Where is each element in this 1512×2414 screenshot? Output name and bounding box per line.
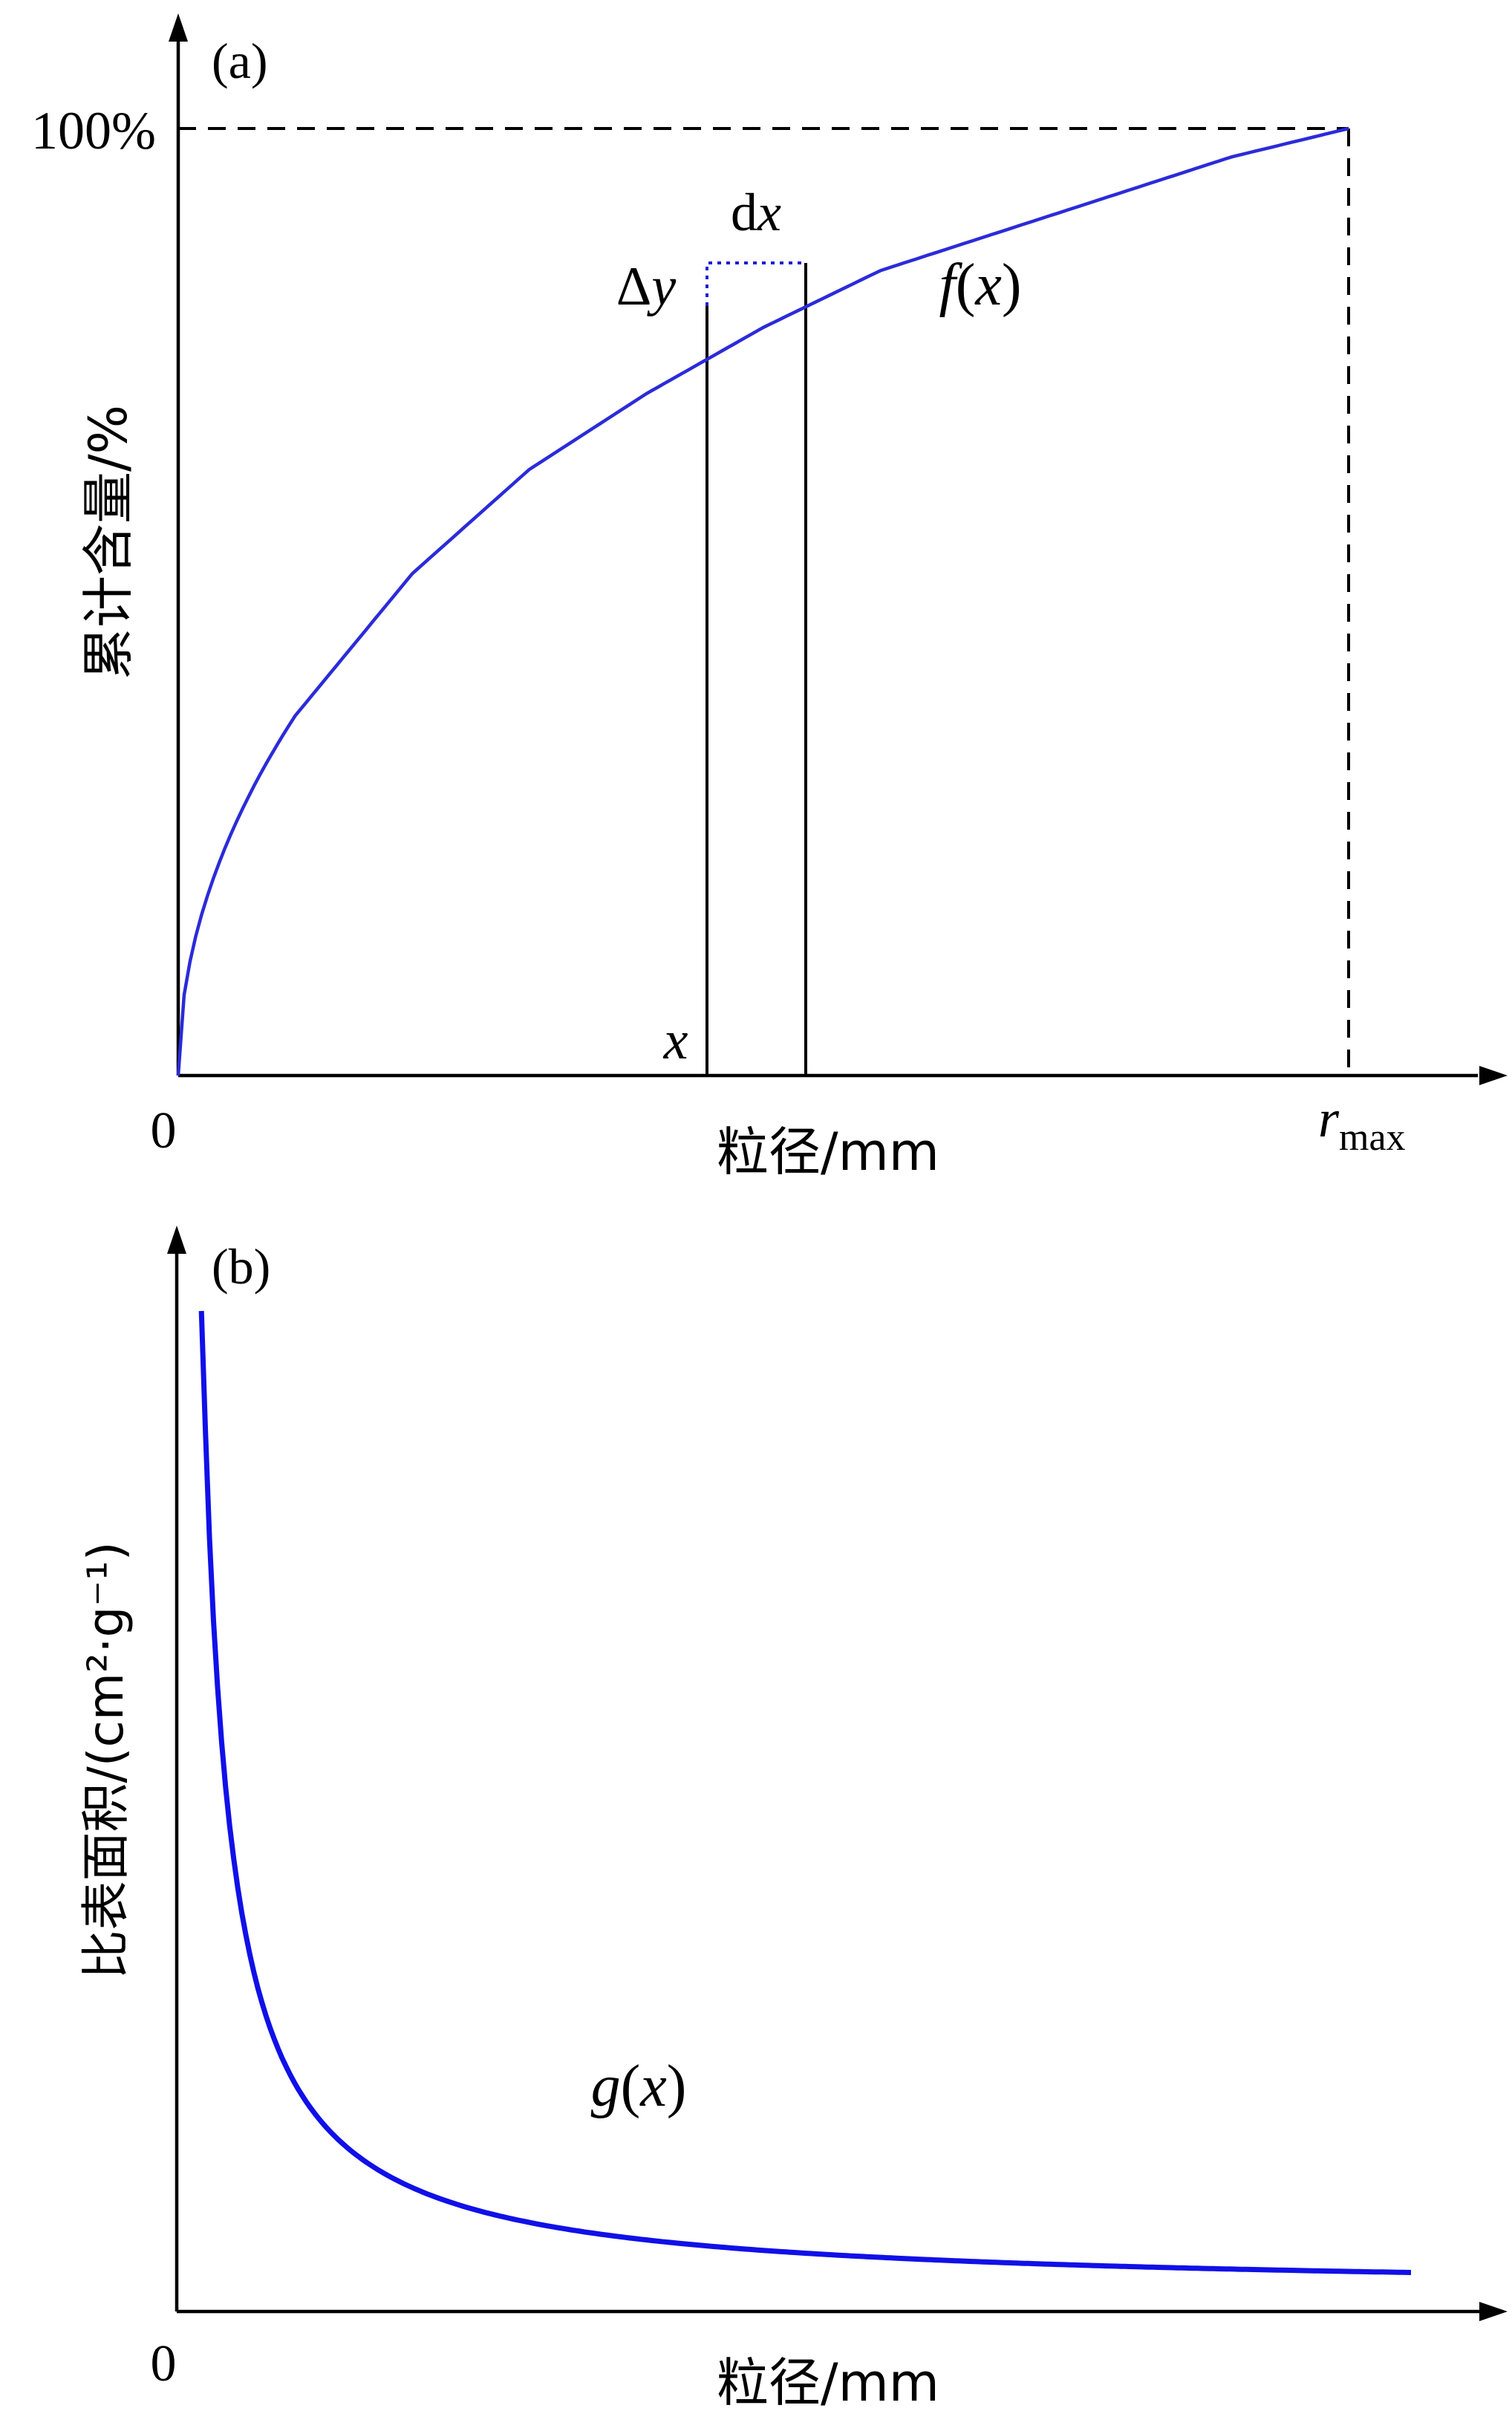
panel-a-annotation-x: x xyxy=(663,1010,688,1071)
panel-a-strip-step xyxy=(706,261,806,306)
panel-a-label: (a) xyxy=(212,33,267,89)
panel-a-curve-label: f(x) xyxy=(939,253,1021,318)
panel-a-y-axis-title: 累计含量/% xyxy=(78,405,139,680)
panel-a-annotation-dx: dx xyxy=(731,183,781,242)
panel-b-origin-label: 0 xyxy=(151,2335,177,2392)
panel-b: (b) 0 g(x) 粒径/mm 比表面积/(cm²·g⁻¹) xyxy=(77,1226,1508,2413)
panel-a-annotation-dy: Δy xyxy=(616,256,677,317)
panel-a-origin-label: 0 xyxy=(151,1102,177,1159)
panel-b-x-axis-arrow xyxy=(1479,2302,1508,2321)
panel-a-annotation-dy-delta: Δ xyxy=(616,256,652,317)
panel-a: (a) 100% 0 x dx Δy f(x) rmax 粒径/mm 累计含量/… xyxy=(31,13,1508,1182)
panel-a-x-axis-arrow xyxy=(1479,1066,1508,1085)
panel-a-y-tick-100: 100% xyxy=(31,101,156,160)
panel-b-curve-g xyxy=(198,1310,1412,2275)
panel-b-curve-label: g(x) xyxy=(591,2054,687,2119)
panel-a-curve-f xyxy=(176,126,1349,1076)
panel-a-curve-label-arg: x xyxy=(974,253,1002,318)
panel-b-curve-label-name: g xyxy=(591,2054,621,2119)
panel-a-annotation-dy-var: y xyxy=(646,256,676,317)
panel-a-x-end-sub: max xyxy=(1339,1116,1406,1159)
panel-a-x-axis-title: 粒径/mm xyxy=(717,1122,939,1182)
panel-a-x-end-main: r xyxy=(1318,1089,1340,1148)
panel-b-x-axis-title: 粒径/mm xyxy=(717,2352,939,2413)
panel-b-label: (b) xyxy=(212,1238,270,1295)
panel-a-y-axis-arrow xyxy=(169,13,188,42)
panel-b-y-axis-title: 比表面积/(cm²·g⁻¹) xyxy=(77,1542,134,1979)
panel-b-y-axis-arrow xyxy=(167,1226,186,1254)
panel-a-annotation-dx-d: d xyxy=(731,183,757,242)
panel-b-curve-label-arg: x xyxy=(639,2054,667,2119)
panel-a-x-end-label: rmax xyxy=(1318,1089,1406,1159)
panel-a-annotation-dx-var: x xyxy=(757,183,781,242)
